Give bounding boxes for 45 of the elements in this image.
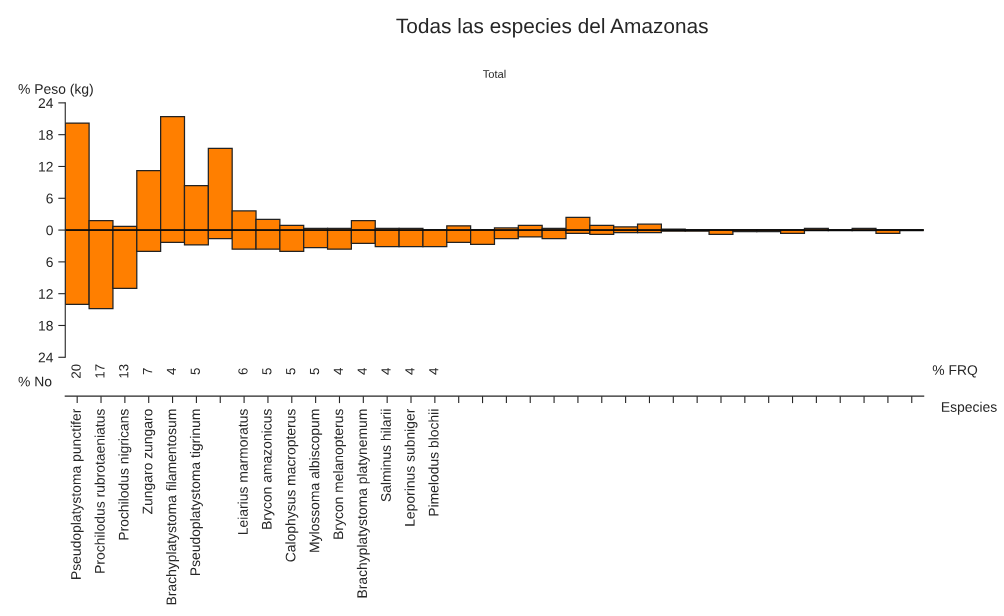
x-tick-label: Mylossoma albiscopum bbox=[309, 409, 323, 552]
y-axis-title: % Peso (kg) bbox=[18, 83, 93, 97]
text: 20 bbox=[71, 364, 81, 378]
text: 5 bbox=[309, 368, 320, 375]
x-tick-label: Brachyplatystoma filamentosum bbox=[166, 409, 180, 605]
x-tick-label: Pseudoplatystoma punctifer bbox=[70, 408, 84, 579]
text: 6 bbox=[238, 368, 248, 375]
text: 5 bbox=[190, 368, 200, 375]
x-tick-label: Brycon melanopterus bbox=[333, 409, 346, 539]
chart-subtitle: Total bbox=[482, 69, 506, 78]
y-tick-label: 12 bbox=[39, 161, 53, 172]
x-tick-label: Prochilodus rubrotaeniatus bbox=[94, 409, 105, 573]
text: 4 bbox=[166, 367, 176, 375]
text: 4 bbox=[381, 367, 391, 375]
text: % FRQ bbox=[932, 365, 978, 378]
y-tick-label: 18 bbox=[39, 320, 53, 331]
y-tick-label: 24 bbox=[38, 352, 54, 363]
x-tick-label: Calophysus macropterus bbox=[285, 409, 299, 562]
y-tick-label: 18 bbox=[39, 130, 53, 140]
text: 4 bbox=[333, 367, 343, 375]
x-tick-label: Pseudoplatystoma tigrinum bbox=[189, 409, 203, 576]
text: 4 bbox=[429, 367, 439, 375]
x-axis-title: Especies bbox=[941, 401, 997, 415]
x-tick-label: Brachyplatystoma platynemum bbox=[356, 409, 370, 598]
x-tick-label: Pimelodus blochii bbox=[428, 409, 439, 516]
x-tick-label: Leporinus subniger bbox=[404, 408, 418, 526]
text: 5 bbox=[286, 368, 296, 375]
y-tick-label: 12 bbox=[39, 289, 53, 299]
text: 4 bbox=[357, 367, 367, 375]
text: 17 bbox=[95, 364, 105, 378]
y-tick-label: 6 bbox=[46, 257, 53, 268]
x-tick-label: Brycon amazonicus bbox=[261, 409, 275, 529]
text: 7 bbox=[143, 368, 153, 375]
y-tick-label: 24 bbox=[38, 98, 54, 108]
text: % No bbox=[18, 376, 52, 387]
y-tick-label: 0 bbox=[46, 225, 53, 236]
text: 5 bbox=[262, 368, 272, 375]
x-tick-label: Salminus hilarii bbox=[380, 409, 391, 502]
x-tick-label: Zungaro zungaro bbox=[142, 409, 156, 514]
text: 4 bbox=[405, 367, 415, 375]
text: 13 bbox=[119, 364, 129, 378]
y-tick-label: 6 bbox=[46, 193, 53, 204]
x-tick-label: Prochilodus nigricans bbox=[118, 409, 132, 540]
chart-title: Todas las especies del Amazonas bbox=[396, 18, 708, 38]
x-tick-label: Leiarius marmoratus bbox=[237, 409, 248, 535]
